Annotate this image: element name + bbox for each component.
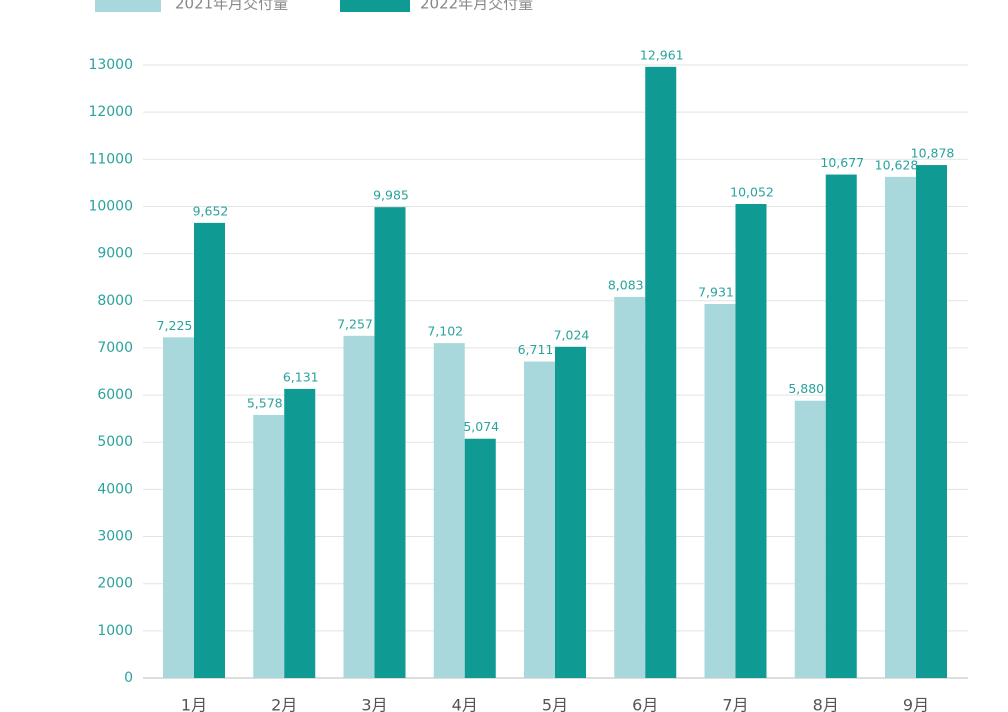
x-tick-label: 2月 <box>271 696 297 712</box>
value-label: 12,961 <box>640 47 684 62</box>
bar <box>163 337 194 678</box>
y-tick-label: 3000 <box>97 529 133 545</box>
value-label: 6,711 <box>518 342 554 357</box>
y-tick-label: 13000 <box>88 57 133 73</box>
value-label: 9,652 <box>193 203 229 218</box>
x-tick-label: 5月 <box>542 696 568 712</box>
value-label: 9,985 <box>373 188 409 203</box>
value-label: 5,578 <box>247 395 283 410</box>
bar <box>433 343 465 678</box>
y-tick-label: 7000 <box>97 340 133 356</box>
bar <box>885 176 916 678</box>
x-tick-label: 9月 <box>903 696 929 712</box>
value-label: 7,257 <box>337 316 373 331</box>
x-tick-label: 8月 <box>813 696 839 712</box>
bar <box>284 388 316 678</box>
y-tick-label: 11000 <box>88 151 133 167</box>
x-tick-label: 3月 <box>361 696 387 712</box>
value-label: 8,083 <box>608 277 644 292</box>
bar <box>794 400 826 678</box>
bar <box>374 207 406 679</box>
value-label: 6,131 <box>283 369 319 384</box>
value-label: 5,880 <box>788 381 824 396</box>
y-tick-label: 9000 <box>97 246 133 262</box>
y-tick-label: 0 <box>124 670 133 686</box>
y-tick-label: 8000 <box>97 293 133 309</box>
bar <box>704 304 736 678</box>
value-label: 7,225 <box>157 318 193 333</box>
x-tick-label: 4月 <box>452 696 478 712</box>
value-label: 7,931 <box>698 285 734 300</box>
bar <box>343 335 375 678</box>
value-label: 10,628 <box>875 157 919 172</box>
bar <box>524 361 555 678</box>
value-label: 5,074 <box>463 419 499 434</box>
y-tick-label: 10000 <box>88 198 133 214</box>
y-tick-label: 12000 <box>88 104 133 120</box>
value-label: 7,024 <box>554 327 590 342</box>
x-tick-label: 1月 <box>181 696 207 712</box>
y-tick-label: 5000 <box>97 434 133 450</box>
legend-label: 2021年月交付量 <box>175 0 288 13</box>
bar <box>194 222 225 678</box>
legend-swatch <box>95 0 161 12</box>
bar <box>735 204 767 679</box>
bar <box>253 414 285 678</box>
bar <box>916 165 947 679</box>
value-label: 10,677 <box>820 155 864 170</box>
value-label: 10,878 <box>911 146 955 161</box>
y-tick-label: 2000 <box>97 576 133 592</box>
y-tick-label: 6000 <box>97 387 133 403</box>
bar <box>645 66 677 679</box>
legend-swatch <box>340 0 410 12</box>
bar <box>614 296 646 678</box>
y-tick-label: 4000 <box>97 481 133 497</box>
x-tick-label: 7月 <box>722 696 748 712</box>
value-label: 10,052 <box>730 185 774 200</box>
y-tick-label: 1000 <box>97 623 133 639</box>
bar <box>464 438 496 678</box>
bar <box>825 174 857 678</box>
value-label: 7,102 <box>427 324 463 339</box>
x-tick-label: 6月 <box>632 696 658 712</box>
legend-label: 2022年月交付量 <box>420 0 533 13</box>
bar <box>555 346 586 678</box>
